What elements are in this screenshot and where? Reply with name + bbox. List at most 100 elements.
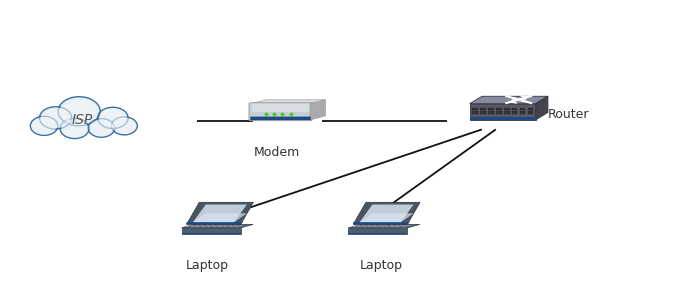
Polygon shape <box>360 213 414 222</box>
Ellipse shape <box>91 121 112 135</box>
FancyBboxPatch shape <box>512 111 517 114</box>
FancyBboxPatch shape <box>385 226 389 227</box>
Text: Laptop: Laptop <box>186 259 229 272</box>
FancyBboxPatch shape <box>372 225 377 226</box>
FancyBboxPatch shape <box>352 226 356 227</box>
Polygon shape <box>360 205 414 222</box>
FancyBboxPatch shape <box>363 226 367 227</box>
Ellipse shape <box>111 117 137 135</box>
FancyBboxPatch shape <box>230 226 234 227</box>
FancyBboxPatch shape <box>361 225 365 226</box>
FancyBboxPatch shape <box>396 226 400 227</box>
FancyBboxPatch shape <box>195 225 199 226</box>
Text: Router: Router <box>548 108 589 121</box>
Polygon shape <box>181 233 241 234</box>
Ellipse shape <box>101 110 125 126</box>
FancyBboxPatch shape <box>200 225 204 226</box>
Ellipse shape <box>41 108 70 128</box>
FancyBboxPatch shape <box>211 225 215 226</box>
FancyBboxPatch shape <box>374 226 378 227</box>
Text: Modem: Modem <box>254 146 300 159</box>
Polygon shape <box>193 205 247 222</box>
Polygon shape <box>181 228 241 234</box>
FancyBboxPatch shape <box>251 117 311 120</box>
FancyBboxPatch shape <box>368 226 372 227</box>
Text: ISP: ISP <box>72 113 93 127</box>
Ellipse shape <box>43 109 69 127</box>
FancyBboxPatch shape <box>249 103 312 121</box>
FancyBboxPatch shape <box>213 226 217 227</box>
FancyBboxPatch shape <box>473 108 478 110</box>
Ellipse shape <box>33 118 55 134</box>
FancyBboxPatch shape <box>496 111 502 114</box>
FancyBboxPatch shape <box>488 108 494 110</box>
FancyBboxPatch shape <box>196 226 200 227</box>
Polygon shape <box>470 117 536 120</box>
FancyBboxPatch shape <box>480 111 486 114</box>
FancyBboxPatch shape <box>480 108 486 110</box>
FancyBboxPatch shape <box>252 104 309 112</box>
FancyBboxPatch shape <box>206 225 210 226</box>
FancyBboxPatch shape <box>207 226 211 227</box>
FancyBboxPatch shape <box>528 108 533 110</box>
Polygon shape <box>193 213 247 222</box>
FancyBboxPatch shape <box>504 108 510 110</box>
FancyBboxPatch shape <box>190 226 195 227</box>
FancyBboxPatch shape <box>202 226 206 227</box>
FancyBboxPatch shape <box>379 226 384 227</box>
Polygon shape <box>310 100 326 120</box>
Ellipse shape <box>89 119 113 136</box>
Polygon shape <box>349 224 420 228</box>
Ellipse shape <box>97 107 128 128</box>
Polygon shape <box>470 103 536 120</box>
Ellipse shape <box>39 107 71 129</box>
FancyBboxPatch shape <box>504 111 510 114</box>
Polygon shape <box>186 202 253 224</box>
FancyBboxPatch shape <box>528 111 533 114</box>
FancyBboxPatch shape <box>389 225 393 226</box>
FancyBboxPatch shape <box>358 226 361 227</box>
FancyBboxPatch shape <box>402 226 406 227</box>
Ellipse shape <box>62 119 88 138</box>
Polygon shape <box>251 100 326 104</box>
FancyBboxPatch shape <box>239 225 243 226</box>
Polygon shape <box>181 224 253 228</box>
Ellipse shape <box>30 116 58 135</box>
FancyBboxPatch shape <box>391 226 395 227</box>
FancyBboxPatch shape <box>222 225 226 226</box>
FancyBboxPatch shape <box>384 225 387 226</box>
FancyBboxPatch shape <box>496 108 502 110</box>
Ellipse shape <box>62 100 96 123</box>
FancyBboxPatch shape <box>520 108 525 110</box>
FancyBboxPatch shape <box>224 226 228 227</box>
FancyBboxPatch shape <box>218 226 223 227</box>
Polygon shape <box>186 222 243 224</box>
FancyBboxPatch shape <box>367 225 371 226</box>
Text: Laptop: Laptop <box>360 259 402 272</box>
Polygon shape <box>470 96 548 103</box>
Ellipse shape <box>63 120 86 136</box>
FancyBboxPatch shape <box>216 225 221 226</box>
FancyBboxPatch shape <box>520 111 525 114</box>
FancyBboxPatch shape <box>378 225 382 226</box>
FancyBboxPatch shape <box>394 225 398 226</box>
FancyBboxPatch shape <box>512 108 517 110</box>
FancyBboxPatch shape <box>228 225 232 226</box>
FancyBboxPatch shape <box>356 225 360 226</box>
Ellipse shape <box>99 108 127 128</box>
FancyBboxPatch shape <box>235 226 239 227</box>
FancyBboxPatch shape <box>400 225 404 226</box>
FancyBboxPatch shape <box>473 111 478 114</box>
FancyBboxPatch shape <box>233 225 237 226</box>
Ellipse shape <box>58 97 100 126</box>
Polygon shape <box>353 222 410 224</box>
Ellipse shape <box>32 117 57 134</box>
Polygon shape <box>349 233 407 234</box>
Ellipse shape <box>88 119 115 137</box>
Polygon shape <box>536 96 548 120</box>
FancyBboxPatch shape <box>185 226 189 227</box>
FancyBboxPatch shape <box>189 225 193 226</box>
FancyBboxPatch shape <box>488 111 494 114</box>
Ellipse shape <box>114 118 134 133</box>
Polygon shape <box>349 228 407 234</box>
